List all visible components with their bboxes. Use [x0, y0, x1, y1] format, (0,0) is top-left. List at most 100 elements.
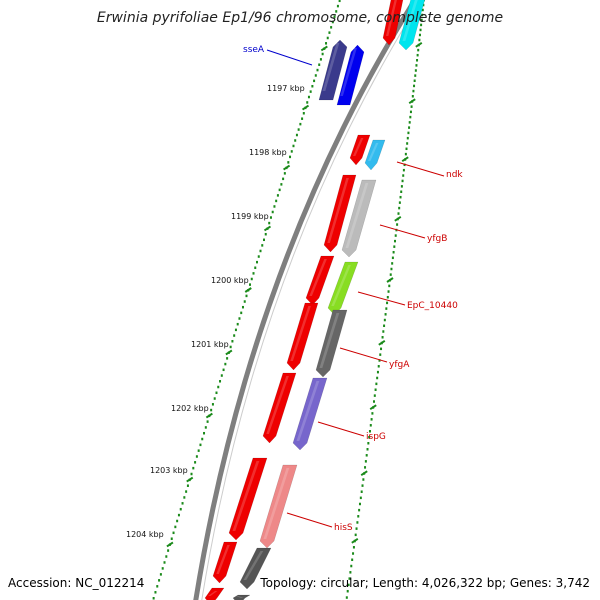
- tick-dot-right: [391, 256, 394, 260]
- gene-label-ispG: ispG: [366, 432, 386, 442]
- tick-dot-left: [330, 26, 333, 29]
- tick-dot-left: [206, 420, 209, 423]
- tick-dot-left: [254, 266, 257, 270]
- gene-arrow-yfgB-highlight: [345, 183, 369, 248]
- tick-dot-left: [234, 328, 237, 332]
- major-tick-left: [205, 412, 213, 419]
- tick-dot-left: [319, 58, 322, 61]
- gene-leader-line: [379, 224, 426, 239]
- tick-dot-right: [403, 163, 406, 167]
- tick-dot-left: [301, 117, 304, 120]
- tick-dot-right: [406, 136, 409, 140]
- tick-dot-left: [316, 68, 319, 72]
- tick-dot-right: [370, 418, 373, 421]
- tick-dot-left: [276, 194, 279, 197]
- tick-dot-left: [194, 461, 197, 464]
- tick-dot-left: [167, 549, 170, 552]
- tick-dot-left: [161, 567, 164, 570]
- tick-dot-right: [404, 152, 407, 156]
- gene-arrow-cyan: [398, 0, 425, 51]
- tick-dot-left: [192, 466, 195, 470]
- tick-dot-left: [199, 443, 202, 447]
- tick-label: 1202 kbp: [171, 404, 209, 413]
- tick-dot-left: [262, 238, 265, 242]
- tick-dot-right: [394, 239, 397, 243]
- gene-arrow-yfgB: [341, 179, 377, 258]
- gene-arrow-yfgA-highlight: [319, 313, 340, 368]
- gene-label-yfgB: yfgB: [427, 234, 447, 244]
- tick-dot-left: [174, 525, 177, 529]
- tick-dot-right: [355, 527, 358, 530]
- tick-dot-right: [418, 38, 421, 42]
- tick-dot-left: [314, 74, 317, 77]
- tick-dot-left: [335, 10, 338, 13]
- tick-dot-left: [269, 216, 272, 219]
- reverse-gene-arrow-highlight: [386, 0, 397, 36]
- tick-dot-left: [325, 42, 328, 45]
- tick-dot-left: [238, 317, 241, 320]
- tick-dot-right: [369, 424, 372, 427]
- tick-dot-left: [287, 161, 290, 164]
- tick-dot-right: [391, 262, 394, 265]
- major-tick-left: [320, 45, 328, 52]
- tick-label: 1201 kbp: [191, 340, 229, 349]
- tick-dot-left: [299, 122, 302, 126]
- tick-dot-left: [311, 84, 314, 88]
- tick-dot-right: [388, 284, 391, 288]
- tick-dot-left: [156, 585, 159, 588]
- tick-dot-left: [278, 188, 281, 192]
- tick-dot-right: [417, 48, 420, 52]
- major-tick-right: [378, 339, 386, 346]
- tick-dot-right: [416, 53, 419, 57]
- reverse-gene-arrow: [286, 302, 319, 371]
- tick-dot-left: [176, 519, 179, 523]
- tick-dot-right: [383, 324, 386, 328]
- tick-dot-left: [243, 300, 246, 303]
- tick-dot-left: [165, 555, 168, 558]
- tick-dot-right: [409, 115, 412, 119]
- tick-dot-left: [328, 31, 331, 34]
- tick-dot-left: [273, 205, 276, 208]
- tick-dot-right: [368, 436, 371, 439]
- tick-dot-left: [256, 260, 259, 264]
- major-tick-right: [369, 404, 377, 411]
- backbone-edge: [201, 0, 422, 600]
- tick-dot-right: [393, 245, 396, 248]
- tick-dot-left: [213, 397, 216, 400]
- tick-dot-left: [241, 305, 244, 309]
- tick-dot-left: [211, 403, 214, 406]
- reverse-gene-arrow: [228, 457, 268, 541]
- tick-dot-right: [400, 190, 403, 194]
- tick-dot-right: [379, 353, 382, 356]
- tick-dot-right: [358, 502, 361, 506]
- tick-dot-right: [348, 577, 351, 580]
- gene-arrow-grey-highlight: [236, 596, 244, 598]
- gene-label-yfgA: yfgA: [389, 360, 410, 370]
- tick-dot-left: [240, 311, 243, 315]
- major-tick-left: [166, 541, 174, 548]
- gene-arrow-hisS: [259, 464, 298, 549]
- reverse-gene-arrow-highlight: [353, 138, 364, 156]
- tick-label: 1198 kbp: [249, 148, 287, 157]
- major-tick-right: [415, 41, 423, 48]
- map-title: Erwinia pyrifoliae Ep1/96 chromosome, co…: [96, 10, 504, 26]
- tick-dot-left: [152, 597, 155, 600]
- tick-dot-right: [367, 442, 370, 445]
- reverse-gene-arrow-highlight: [327, 178, 349, 243]
- tick-dot-left: [195, 455, 198, 458]
- tick-dot-right: [387, 290, 390, 293]
- tick-dot-left: [159, 573, 162, 576]
- major-tick-left: [186, 476, 194, 483]
- tick-dot-right: [412, 89, 415, 93]
- tick-dot-left: [217, 385, 220, 389]
- tick-dot-right: [364, 460, 367, 463]
- backbone-arc: [193, 0, 418, 600]
- tick-dot-right: [347, 583, 350, 587]
- tick-dot-left: [215, 391, 218, 395]
- tick-dot-left: [177, 513, 180, 517]
- tick-dot-left: [261, 244, 264, 247]
- tick-dot-left: [302, 112, 305, 115]
- tick-dot-left: [292, 144, 295, 148]
- tick-dot-right: [373, 394, 376, 397]
- tick-dot-left: [338, 0, 341, 3]
